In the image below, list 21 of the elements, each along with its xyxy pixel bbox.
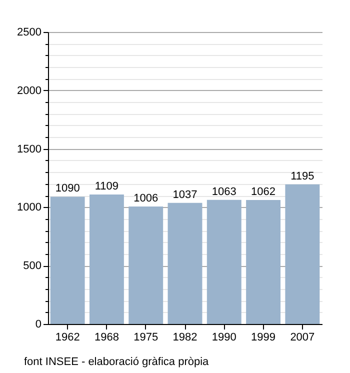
y-tick-label: 1000 <box>17 202 42 214</box>
data-label: 1006 <box>134 192 158 204</box>
y-tick-label: 2000 <box>17 84 42 97</box>
data-label: 1090 <box>55 182 80 195</box>
y-tick-label: 0 <box>35 318 42 330</box>
x-tick-label: 1975 <box>134 332 158 344</box>
x-tick-label: 1990 <box>212 332 236 344</box>
data-label: 1037 <box>172 188 198 201</box>
x-tick-label: 1968 <box>94 332 119 344</box>
x-tick-label: 1999 <box>251 332 276 344</box>
y-tick-label: 1500 <box>17 143 42 156</box>
y-tick-label: 2500 <box>17 26 42 38</box>
data-label: 1195 <box>290 170 314 182</box>
data-label: 1063 <box>212 186 236 198</box>
x-tick-label: 1962 <box>55 332 80 344</box>
data-label: 1109 <box>94 180 119 192</box>
x-tick-label: 2007 <box>290 332 315 344</box>
text: font INSEE - elaboració gràfica pròpia <box>24 356 210 368</box>
x-tick-label: 1982 <box>172 332 198 344</box>
y-tick-label: 500 <box>23 260 42 272</box>
data-label: 1062 <box>251 186 276 198</box>
